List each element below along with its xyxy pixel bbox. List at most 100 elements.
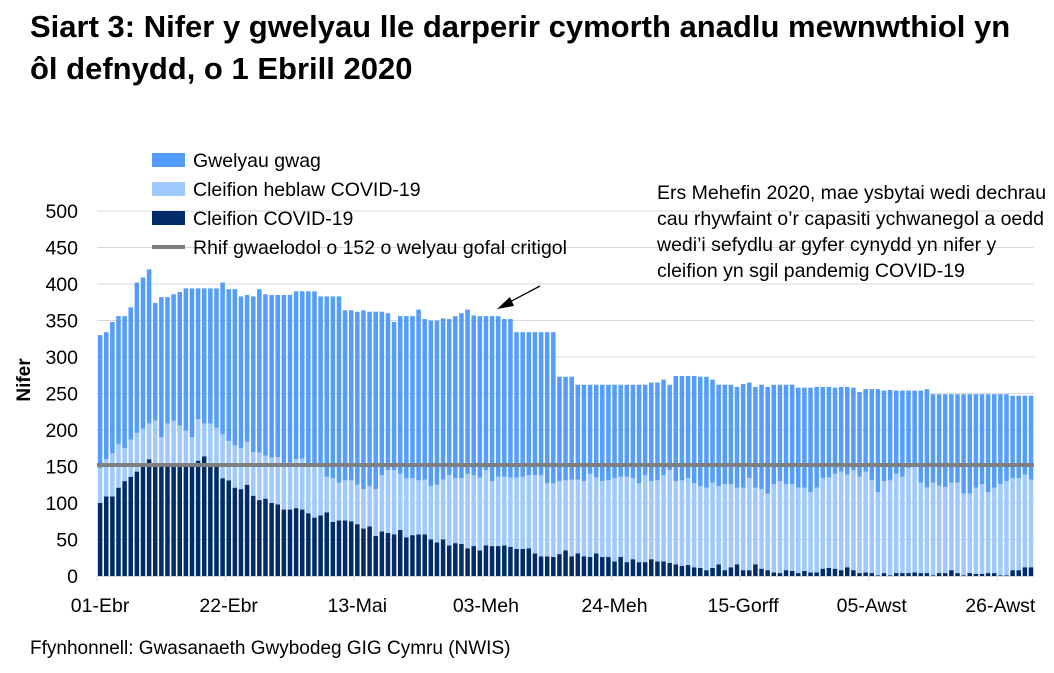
- bar-non-covid: [226, 440, 231, 481]
- bar-covid: [122, 481, 127, 576]
- bar-covid: [103, 496, 109, 576]
- bar-covid: [887, 575, 893, 576]
- bar-non-covid: [991, 487, 997, 574]
- bar-non-covid: [973, 487, 979, 574]
- bar-empty-beds: [459, 313, 464, 479]
- bar-non-covid: [165, 423, 170, 466]
- bar-covid: [330, 521, 336, 576]
- bar-covid: [336, 520, 342, 576]
- bar-empty-beds: [716, 384, 721, 487]
- bar-non-covid: [887, 480, 893, 576]
- bar-covid: [857, 573, 862, 576]
- bar-empty-beds: [152, 302, 158, 421]
- bar-empty-beds: [514, 332, 519, 478]
- bar-empty-beds: [593, 384, 599, 478]
- bar-covid: [894, 573, 899, 576]
- bar-non-covid: [557, 481, 562, 555]
- bar-covid: [606, 557, 611, 576]
- bar-covid: [397, 530, 403, 576]
- bar-empty-beds: [508, 319, 513, 478]
- bar-empty-beds: [269, 294, 274, 458]
- y-tick-label: 50: [56, 530, 78, 552]
- bar-empty-beds: [575, 384, 581, 480]
- bar-empty-beds: [538, 332, 544, 476]
- bar-empty-beds: [618, 384, 623, 477]
- legend: Gwelyau gwag Cleifion heblaw COVID-19 Cl…: [152, 150, 567, 259]
- bar-empty-beds: [299, 291, 305, 459]
- bar-empty-beds: [661, 379, 666, 476]
- bar-covid: [600, 557, 605, 576]
- bar-empty-beds: [465, 309, 470, 474]
- bar-non-covid: [208, 423, 213, 467]
- bar-empty-beds: [845, 386, 850, 475]
- bar-empty-beds: [820, 386, 826, 479]
- bar-covid: [538, 556, 544, 576]
- bar-non-covid: [563, 480, 568, 551]
- bar-non-covid: [495, 476, 501, 547]
- bar-covid: [465, 548, 470, 576]
- bar-empty-beds: [991, 394, 997, 488]
- bar-covid: [691, 567, 697, 576]
- bar-empty-beds: [673, 375, 679, 482]
- x-tick-label: 01-Ebr: [71, 595, 130, 617]
- bar-covid: [324, 512, 329, 576]
- bar-non-covid: [183, 430, 189, 466]
- bar-covid: [557, 554, 562, 576]
- bar-non-covid: [783, 484, 789, 571]
- bar-non-covid: [293, 459, 299, 509]
- bar-non-covid: [379, 475, 385, 532]
- bar-non-covid: [655, 480, 660, 562]
- bar-empty-beds: [232, 289, 238, 446]
- bar-empty-beds: [97, 335, 103, 468]
- bar-non-covid: [532, 475, 538, 554]
- bar-covid: [789, 570, 795, 576]
- bar-empty-beds: [814, 386, 819, 488]
- bar-non-covid: [318, 467, 323, 516]
- bar-non-covid: [869, 480, 875, 574]
- bar-empty-beds: [410, 316, 415, 479]
- y-axis-label: Nifer: [14, 358, 35, 402]
- bar-covid: [991, 573, 997, 576]
- bar-covid: [924, 573, 930, 576]
- bar-non-covid: [961, 493, 966, 576]
- bar-empty-beds: [753, 386, 758, 488]
- bar-covid: [489, 546, 495, 576]
- bar-non-covid: [942, 486, 948, 574]
- bar-non-covid: [967, 493, 973, 574]
- bar-non-covid: [551, 483, 556, 558]
- y-axis-ticks: 0 50 100 150 200 250 300 350 400 450 500: [45, 201, 78, 588]
- bar-empty-beds: [569, 376, 574, 480]
- bar-empty-beds: [949, 394, 954, 483]
- bar-non-covid: [1016, 478, 1022, 571]
- bar-covid: [453, 543, 458, 576]
- bar-non-covid: [299, 458, 305, 510]
- bar-empty-beds: [312, 291, 317, 466]
- bar-non-covid: [1022, 474, 1028, 568]
- bar-empty-beds: [391, 321, 397, 471]
- bar-covid: [630, 559, 636, 576]
- bar-covid: [722, 570, 728, 576]
- bar-non-covid: [624, 476, 630, 563]
- bar-empty-beds: [171, 294, 176, 421]
- bar-covid: [612, 561, 617, 576]
- bar-empty-beds: [250, 296, 256, 452]
- bar-empty-beds: [747, 382, 752, 479]
- bar-covid: [740, 570, 746, 576]
- bar-covid: [299, 509, 305, 576]
- bar-non-covid: [306, 465, 311, 514]
- bar-empty-beds: [869, 389, 875, 481]
- bar-empty-beds: [146, 269, 152, 424]
- bar-covid: [655, 561, 660, 576]
- bar-covid: [961, 575, 966, 576]
- bar-non-covid: [287, 462, 293, 510]
- bar-empty-beds: [318, 296, 323, 468]
- bar-covid: [361, 528, 366, 576]
- bar-non-covid: [673, 481, 679, 565]
- annotation-arrow: [497, 285, 541, 309]
- bar-covid: [214, 466, 219, 576]
- bar-non-covid: [930, 482, 936, 576]
- y-tick-label: 150: [45, 457, 78, 479]
- bar-covid: [551, 557, 556, 576]
- bar-covid: [128, 476, 134, 576]
- bar-covid: [581, 556, 587, 576]
